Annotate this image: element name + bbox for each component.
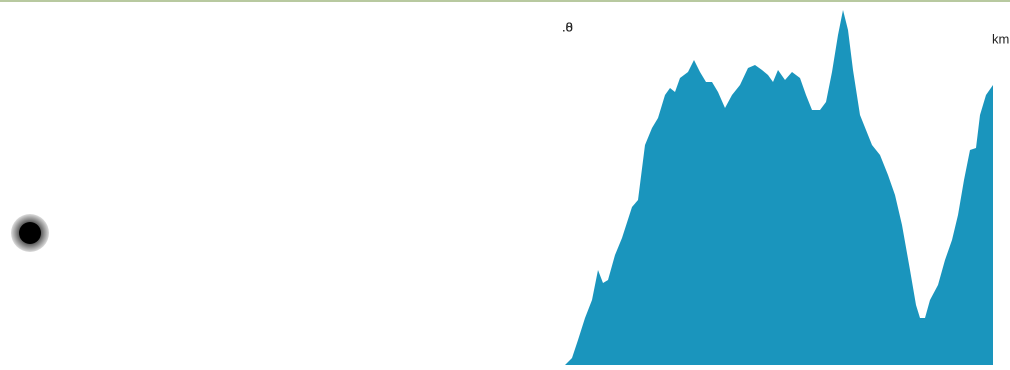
elevation-area	[565, 10, 993, 365]
map-strip	[0, 0, 1010, 2]
position-marker[interactable]	[19, 222, 41, 244]
annotation: .8	[562, 19, 573, 34]
unit-label: km	[992, 31, 1009, 46]
annotation: .0	[562, 19, 573, 34]
